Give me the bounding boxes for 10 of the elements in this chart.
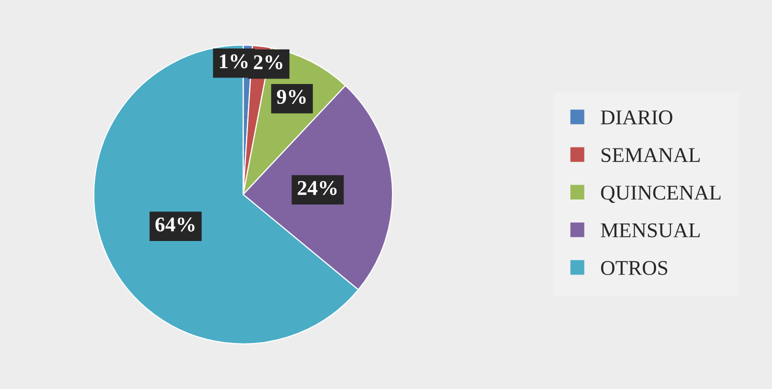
legend-label: QUINCENAL	[601, 186, 721, 203]
data-label: 24%	[298, 180, 337, 196]
data-label: 2%	[254, 55, 282, 70]
data-label: 9%	[276, 90, 306, 104]
legend-label: DIARIO	[600, 110, 672, 124]
legend-label: MENSUAL	[600, 223, 700, 238]
data-label: 1%	[220, 54, 248, 68]
legend-label: SEMANAL	[602, 148, 700, 162]
legend-label: OTROS	[601, 261, 668, 275]
data-label: 64%	[155, 217, 194, 232]
